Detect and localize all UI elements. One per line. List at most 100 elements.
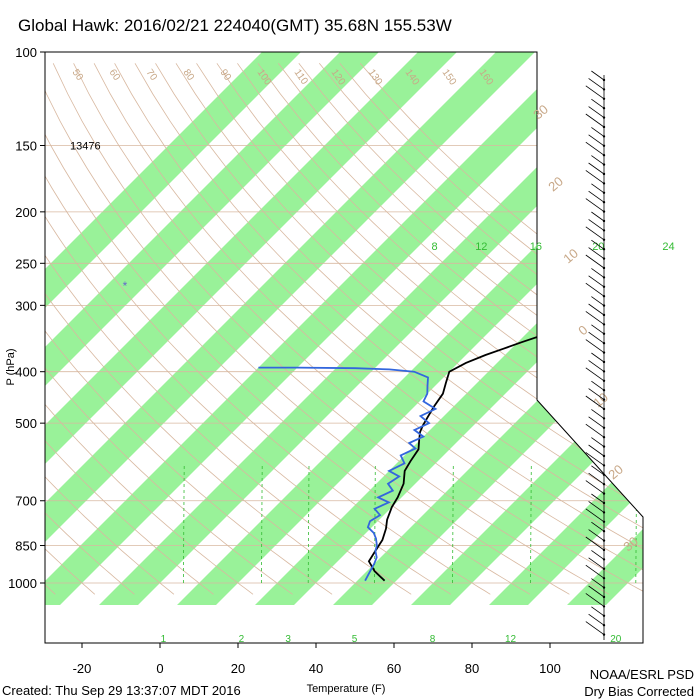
wind-barb <box>585 141 605 156</box>
wind-barb <box>591 296 605 306</box>
wind-barb <box>588 275 605 288</box>
dry-adiabat <box>134 63 643 595</box>
wind-barb <box>591 155 605 165</box>
height-label: 13476 <box>70 141 101 153</box>
wind-barb-dot <box>602 88 606 91</box>
dry-adiabat <box>277 63 643 595</box>
wind-barb-dot <box>602 473 606 476</box>
adiabat-label: 90 <box>218 67 234 83</box>
adiabat-label: 80 <box>181 67 197 83</box>
y-tick-label: 300 <box>15 298 37 313</box>
wind-barb-dot <box>602 257 606 260</box>
dry-adiabat <box>45 63 96 595</box>
dry-adiabat <box>0 63 16 594</box>
wind-barb-dot <box>602 360 606 364</box>
wind-barb <box>588 360 605 372</box>
mixing-ratio-line <box>183 465 185 584</box>
wind-barb-dot <box>602 445 606 448</box>
wind-barb-dot <box>602 332 606 335</box>
wind-barb <box>588 472 605 485</box>
wind-barb <box>591 98 605 109</box>
plot-area <box>0 52 643 605</box>
wind-barb <box>585 564 605 579</box>
wind-barb-dot <box>602 201 606 204</box>
wind-barb-dot <box>602 501 606 505</box>
wind-barb-dot <box>602 417 606 420</box>
wind-barb <box>591 493 605 504</box>
wind-barb-dot <box>602 219 606 223</box>
adiabat-label: 50 <box>70 67 86 83</box>
wind-barb <box>585 85 605 100</box>
wind-barb <box>585 254 605 269</box>
wind-barb-dot <box>602 125 606 129</box>
mixing-ratio-label: 2 <box>239 634 245 645</box>
stripe-label: 16 <box>530 241 542 253</box>
adiabat-label: 60 <box>107 67 123 83</box>
wind-barb <box>591 127 605 137</box>
wind-barb-dot <box>602 191 606 194</box>
y-tick-label: 1000 <box>8 576 37 591</box>
wind-barb <box>588 331 605 344</box>
dry-adiabat <box>45 63 254 595</box>
wind-barb-dot <box>602 276 606 279</box>
wind-barb-dot <box>602 144 606 147</box>
stripe-label: 12 <box>475 241 487 253</box>
x-tick-label: 80 <box>465 661 479 676</box>
wind-barb-dot <box>602 304 606 307</box>
wind-barb-dot <box>602 78 606 82</box>
dry-adiabat <box>237 63 643 595</box>
wind-barb-dot <box>602 172 606 176</box>
adiabat-label: 150 <box>440 67 459 87</box>
wind-barb <box>585 536 605 551</box>
wind-barb <box>585 113 605 128</box>
plot-frame <box>44 51 644 644</box>
wind-barb-dot <box>602 398 606 401</box>
wind-barb <box>585 311 605 325</box>
wind-barb <box>588 416 605 429</box>
dry-adiabat <box>155 63 643 595</box>
wind-barb-dot <box>602 614 606 617</box>
mixing-ratio-label: 8 <box>430 634 436 645</box>
mixing-ratio-label: 20 <box>610 634 622 645</box>
wind-barb <box>588 106 605 118</box>
wind-barb <box>588 557 605 570</box>
x-tick-label: 0 <box>156 661 163 676</box>
wind-barb <box>588 134 605 147</box>
wind-barb-dot <box>602 595 606 599</box>
wind-barb <box>585 395 605 410</box>
wind-barb-dot <box>602 530 606 533</box>
wind-barb-dot <box>602 97 606 101</box>
x-tick-label: 100 <box>539 661 561 676</box>
wind-barb-dot <box>602 567 606 570</box>
wind-barb-dot <box>602 210 606 213</box>
wind-barb-dot <box>602 266 606 270</box>
wind-barb-dot <box>602 107 606 110</box>
x-tick-label: 40 <box>309 661 323 676</box>
wind-barb-dot <box>602 548 606 552</box>
wind-barb <box>591 352 605 363</box>
wind-barb <box>591 578 605 588</box>
wind-barb <box>585 198 605 212</box>
x-axis-ticks: -20 0 20 40 60 80 100 <box>73 643 561 676</box>
wind-barb-dot <box>602 379 606 382</box>
y-tick-label: 250 <box>15 256 37 271</box>
dry-adiabat <box>45 63 412 595</box>
y-tick-label: 850 <box>15 539 37 554</box>
dry-adiabat <box>298 63 643 595</box>
x-tick-label: -20 <box>73 661 92 676</box>
mixing-ratio-label: 12 <box>505 634 517 645</box>
wind-barb <box>585 452 605 466</box>
wind-barb-dot <box>602 454 606 458</box>
mixing-ratio-label: 1 <box>161 634 167 645</box>
created-timestamp: Created: Thu Sep 29 13:37:07 MDT 2016 <box>2 683 241 698</box>
dry-adiabat <box>45 63 333 595</box>
dry-adiabat <box>45 63 491 595</box>
wind-barb <box>591 521 605 532</box>
wind-barb <box>585 508 605 523</box>
wind-barb-dot <box>602 539 606 542</box>
wind-barb <box>588 247 605 259</box>
wind-barb <box>585 367 605 382</box>
marker-asterisk: * <box>123 279 128 293</box>
credit-line-1: NOAA/ESRL PSD <box>590 667 694 682</box>
